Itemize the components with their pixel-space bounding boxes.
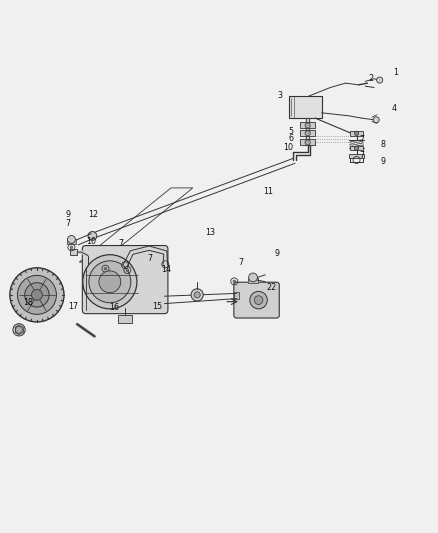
Text: 8: 8: [381, 140, 385, 149]
Circle shape: [126, 269, 129, 271]
Circle shape: [25, 282, 49, 307]
Text: 7: 7: [147, 254, 152, 263]
Bar: [67, 239, 76, 244]
Circle shape: [32, 289, 42, 300]
Text: 7: 7: [360, 151, 365, 160]
Text: 4: 4: [392, 104, 396, 113]
Circle shape: [89, 261, 131, 303]
Text: 5: 5: [289, 127, 294, 136]
Text: 16: 16: [109, 303, 119, 312]
Text: 13: 13: [205, 228, 215, 237]
Bar: [349, 154, 364, 158]
Circle shape: [250, 292, 267, 309]
FancyBboxPatch shape: [82, 246, 168, 313]
Bar: [289, 96, 321, 118]
Text: 11: 11: [263, 187, 273, 196]
Bar: [248, 278, 258, 282]
Text: 17: 17: [68, 302, 78, 311]
Circle shape: [18, 276, 57, 314]
Circle shape: [70, 246, 73, 248]
Circle shape: [191, 289, 203, 301]
Bar: [350, 131, 363, 135]
Text: 3: 3: [278, 91, 283, 100]
Text: 9: 9: [65, 211, 71, 220]
Text: 6: 6: [289, 134, 294, 143]
Text: 15: 15: [152, 302, 163, 311]
Text: 7: 7: [360, 134, 365, 143]
Circle shape: [233, 280, 236, 282]
Circle shape: [10, 268, 64, 322]
Bar: [118, 314, 132, 323]
Text: 2: 2: [368, 74, 374, 83]
Circle shape: [83, 255, 137, 309]
FancyBboxPatch shape: [234, 282, 279, 318]
Circle shape: [99, 271, 121, 293]
Bar: [300, 123, 315, 128]
Text: 9: 9: [381, 157, 386, 166]
Circle shape: [354, 131, 359, 135]
Text: 18: 18: [23, 298, 33, 307]
Text: 22: 22: [266, 283, 276, 292]
Circle shape: [15, 326, 22, 333]
Circle shape: [354, 146, 359, 150]
Circle shape: [13, 324, 25, 336]
Text: 7: 7: [65, 219, 71, 228]
Bar: [300, 140, 315, 145]
Text: 9: 9: [275, 249, 280, 258]
Circle shape: [104, 268, 107, 270]
Text: 1: 1: [394, 68, 399, 77]
Circle shape: [67, 236, 75, 244]
Bar: [234, 292, 239, 298]
Circle shape: [194, 292, 200, 298]
Bar: [70, 248, 77, 255]
Bar: [300, 130, 315, 136]
Bar: [350, 146, 363, 150]
Circle shape: [254, 296, 263, 304]
Circle shape: [373, 117, 379, 123]
Text: 7: 7: [119, 239, 124, 248]
Text: 14: 14: [161, 265, 171, 274]
Circle shape: [249, 273, 258, 282]
Text: 12: 12: [88, 211, 98, 220]
Text: 10: 10: [86, 237, 96, 246]
Text: 7: 7: [239, 257, 244, 266]
Circle shape: [305, 140, 310, 145]
Circle shape: [305, 131, 310, 136]
Circle shape: [88, 231, 97, 240]
Circle shape: [305, 123, 310, 128]
Text: 10: 10: [284, 143, 293, 152]
Circle shape: [377, 77, 383, 83]
